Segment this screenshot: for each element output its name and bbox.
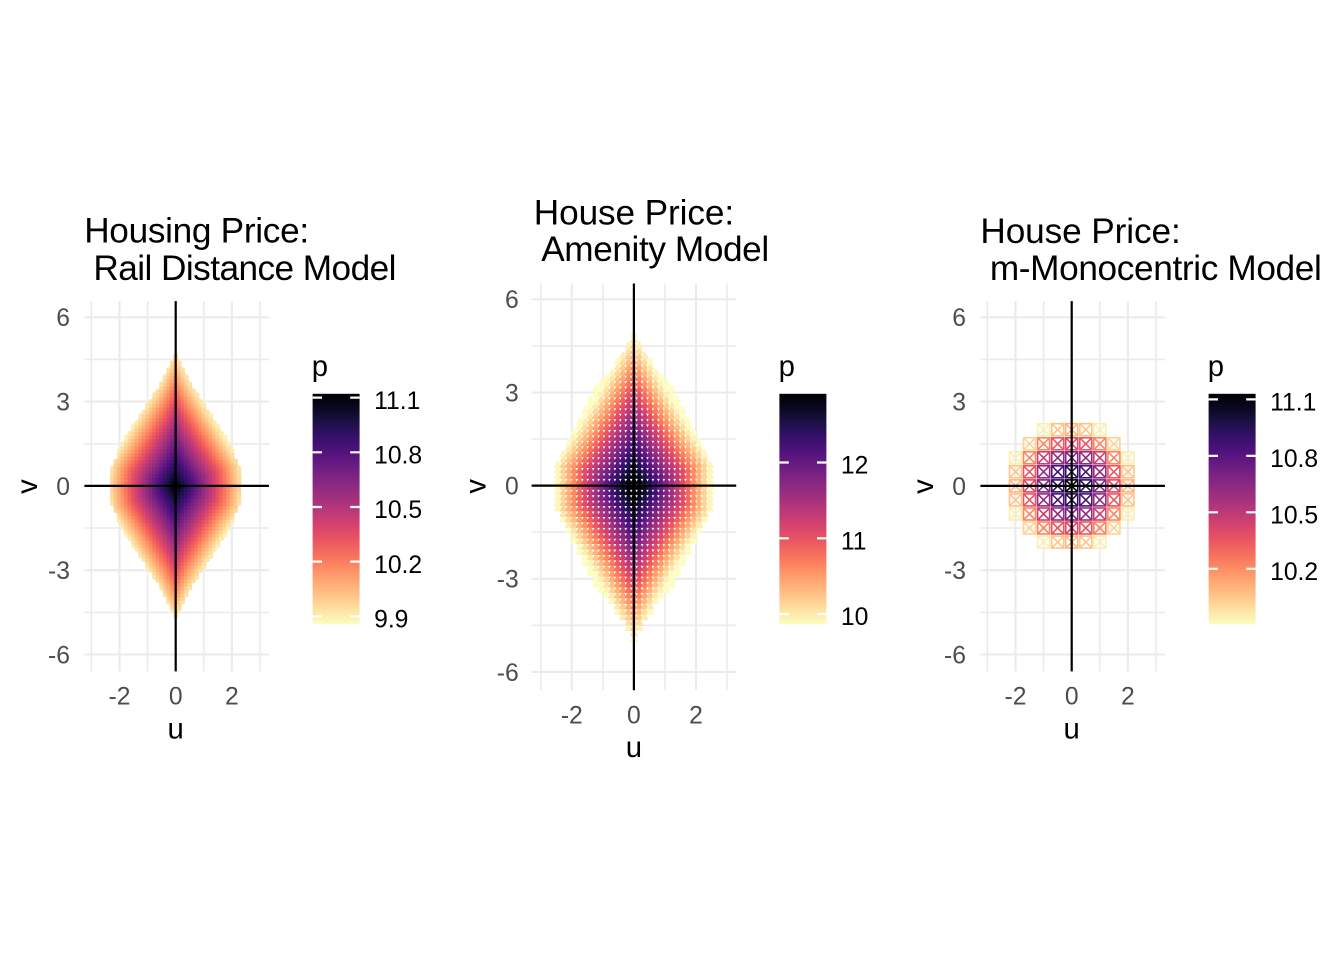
- svg-text:v: v: [11, 479, 44, 494]
- svg-text:2: 2: [689, 703, 703, 730]
- svg-text:10.5: 10.5: [1270, 503, 1318, 530]
- svg-text:6: 6: [56, 305, 70, 332]
- svg-text:Rail Distance Model: Rail Distance Model: [84, 249, 396, 288]
- svg-text:10.5: 10.5: [374, 497, 422, 524]
- svg-text:3: 3: [505, 380, 519, 407]
- svg-text:3: 3: [952, 390, 966, 417]
- svg-text:9.9: 9.9: [374, 607, 408, 634]
- svg-text:-3: -3: [497, 567, 519, 594]
- svg-text:-2: -2: [109, 684, 131, 711]
- svg-text:u: u: [168, 713, 184, 746]
- svg-text:-2: -2: [1005, 684, 1027, 711]
- svg-text:11: 11: [841, 529, 867, 556]
- svg-text:Amenity Model: Amenity Model: [534, 230, 769, 269]
- svg-text:6: 6: [505, 287, 519, 314]
- svg-text:p: p: [312, 350, 328, 383]
- svg-text:m-Monocentric Model: m-Monocentric Model: [980, 249, 1321, 288]
- svg-text:House Price:: House Price:: [980, 212, 1180, 251]
- svg-text:-6: -6: [497, 660, 519, 687]
- svg-text:10.2: 10.2: [374, 552, 422, 579]
- svg-text:-3: -3: [48, 558, 70, 585]
- svg-text:p: p: [779, 350, 795, 383]
- svg-text:-6: -6: [48, 642, 70, 669]
- svg-text:Housing Price:: Housing Price:: [84, 212, 309, 251]
- svg-text:10.2: 10.2: [1270, 559, 1318, 586]
- svg-text:10: 10: [841, 604, 868, 631]
- svg-text:10.8: 10.8: [1270, 446, 1318, 473]
- svg-text:2: 2: [1121, 684, 1135, 711]
- svg-text:u: u: [1064, 713, 1080, 746]
- svg-text:House Price:: House Price:: [534, 193, 734, 232]
- svg-text:0: 0: [505, 474, 519, 501]
- svg-text:-2: -2: [561, 703, 583, 730]
- svg-text:u: u: [626, 731, 642, 764]
- svg-text:v: v: [907, 479, 940, 494]
- svg-text:12: 12: [841, 453, 868, 480]
- svg-text:11.1: 11.1: [374, 388, 420, 415]
- svg-text:2: 2: [225, 684, 239, 711]
- svg-text:0: 0: [627, 703, 641, 730]
- svg-text:0: 0: [169, 684, 183, 711]
- svg-text:-6: -6: [944, 642, 966, 669]
- svg-text:-3: -3: [944, 558, 966, 585]
- svg-text:6: 6: [952, 305, 966, 332]
- svg-text:p: p: [1208, 350, 1224, 383]
- svg-text:3: 3: [56, 390, 70, 417]
- svg-text:11.1: 11.1: [1270, 390, 1316, 417]
- svg-text:0: 0: [952, 474, 966, 501]
- svg-text:0: 0: [1065, 684, 1079, 711]
- svg-text:v: v: [460, 479, 493, 494]
- svg-text:10.8: 10.8: [374, 443, 422, 470]
- svg-text:0: 0: [56, 474, 70, 501]
